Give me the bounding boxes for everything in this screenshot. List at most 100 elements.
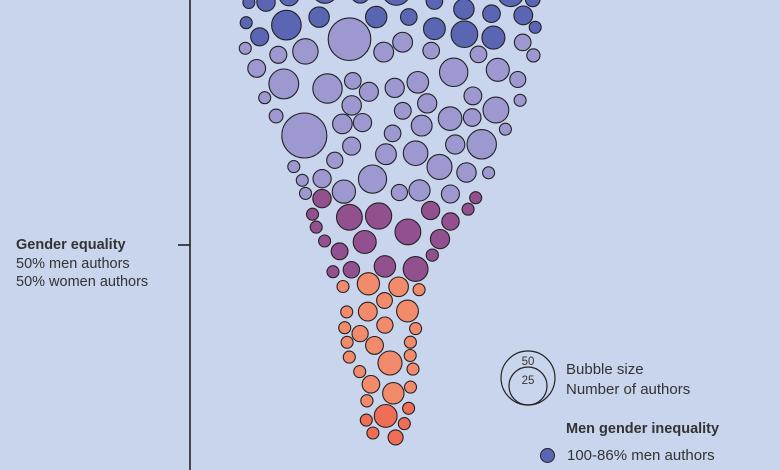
bubble (526, 48, 541, 63)
bubble (412, 283, 426, 297)
bubble (422, 41, 441, 60)
bubble (394, 218, 422, 246)
bubble (426, 153, 453, 180)
bubble (250, 27, 270, 47)
bubble (279, 0, 299, 7)
bubble (425, 0, 444, 10)
bubble (390, 183, 409, 202)
bubble (332, 113, 353, 135)
bubble (399, 8, 418, 26)
bubble (376, 292, 393, 309)
bubble (438, 57, 469, 88)
bubble (383, 124, 402, 143)
bubble (326, 265, 340, 279)
bubble (482, 96, 510, 124)
bubble (292, 38, 319, 65)
y-axis (178, 0, 191, 470)
bubble (239, 16, 253, 30)
bubble-swarm (238, 0, 542, 446)
bubble (384, 0, 409, 6)
bubble (441, 212, 460, 231)
bubble (315, 0, 335, 4)
bubble (268, 68, 300, 100)
size-legend-value-large: 50 (522, 356, 535, 368)
bubble (375, 143, 397, 166)
bubble (481, 25, 506, 50)
size-legend: 50 25 (500, 350, 556, 406)
bubble (388, 276, 409, 298)
bubble (461, 202, 475, 216)
size-legend-title: Bubble size (566, 361, 644, 378)
bubble (402, 401, 416, 415)
bubble (342, 261, 361, 279)
bubble (384, 77, 405, 99)
bubble (403, 380, 418, 394)
bubble (393, 101, 412, 120)
bubble (509, 70, 527, 89)
bubble (312, 188, 332, 209)
bubble (469, 45, 488, 64)
bubble (340, 335, 354, 349)
color-legend-item: 100-86% men authors (540, 447, 715, 464)
bubble (269, 45, 288, 64)
bubble (469, 191, 483, 205)
bubble (361, 374, 381, 394)
bubble (359, 413, 373, 427)
bubble (352, 112, 373, 133)
bubble (403, 335, 417, 349)
bubble (305, 207, 320, 221)
bubble (420, 200, 441, 221)
bubble (524, 0, 541, 8)
bubble (335, 203, 363, 231)
bubble (352, 229, 377, 255)
bubble (377, 350, 403, 376)
color-legend-label: 100-86% men authors (567, 447, 715, 464)
bubble (373, 255, 397, 278)
bubble (437, 106, 463, 131)
bubble (242, 0, 256, 10)
bubble (327, 17, 372, 62)
bubble (331, 179, 357, 204)
bubble (308, 6, 330, 28)
bubble (513, 5, 534, 26)
bubble (281, 112, 328, 159)
bubble (357, 164, 388, 194)
bubble (387, 429, 404, 446)
bubble (485, 57, 510, 82)
bubble (247, 58, 267, 78)
size-legend-value-small: 25 (522, 375, 535, 387)
bubble (482, 166, 496, 180)
bubble (392, 31, 414, 53)
bubble (326, 151, 344, 169)
bubble (358, 81, 379, 102)
bubble (373, 403, 398, 428)
legend-swatch-icon (540, 448, 555, 463)
bubble (312, 169, 332, 189)
bubble (298, 186, 313, 200)
bubble (340, 305, 354, 319)
bubble (338, 321, 352, 335)
bubble (318, 234, 332, 248)
bubble (341, 95, 362, 116)
bubble (258, 91, 272, 105)
bubble (406, 362, 420, 376)
bubble (351, 324, 369, 343)
bubble (268, 108, 284, 124)
bubble (353, 365, 367, 379)
bubble (453, 0, 475, 20)
bubble (425, 248, 439, 262)
bubble (440, 184, 460, 204)
bubble (342, 350, 356, 364)
bubble (360, 394, 374, 408)
bubble (397, 417, 411, 431)
bubble (406, 70, 430, 94)
bubble (256, 0, 276, 12)
bubble (462, 108, 482, 127)
bubble (396, 299, 419, 323)
bubble (445, 134, 466, 155)
bubble (312, 73, 343, 104)
bubble (352, 0, 369, 4)
bubble (463, 86, 483, 106)
size-legend-text: Bubble size Number of authors (566, 360, 690, 400)
bubble (498, 122, 512, 136)
